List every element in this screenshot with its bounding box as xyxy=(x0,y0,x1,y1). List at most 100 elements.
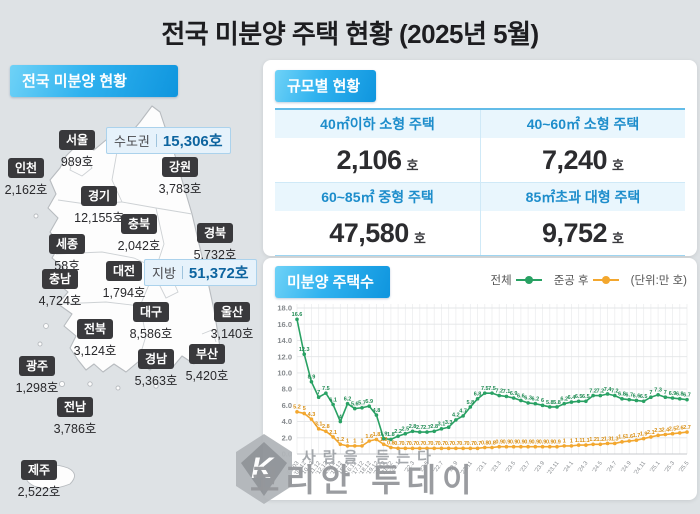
svg-text:3.1: 3.1 xyxy=(315,422,323,428)
size-table: 40㎡이하 소형 주택 2,106 호 40~60㎡ 소형 주택 7,240 호 6… xyxy=(275,108,685,256)
map-section: 전국 미분양 현황 수도권 15,3 xyxy=(0,0,262,514)
svg-text:2.5: 2.5 xyxy=(669,427,677,433)
svg-text:2.5: 2.5 xyxy=(402,427,410,433)
size-cell-value: 7,240 xyxy=(541,144,608,175)
svg-text:7.5: 7.5 xyxy=(481,386,489,392)
svg-text:6.8: 6.8 xyxy=(474,392,482,398)
svg-text:6.2: 6.2 xyxy=(532,397,540,403)
province-area-total: 지방 51,372호 xyxy=(144,259,257,286)
svg-text:'22.3: '22.3 xyxy=(404,461,416,474)
svg-text:0.8: 0.8 xyxy=(488,440,496,446)
svg-text:0.8: 0.8 xyxy=(387,440,395,446)
map-region-pin: 경북 5,732호 xyxy=(186,223,244,263)
svg-text:16.6: 16.6 xyxy=(292,312,303,318)
map-region-pin: 경기 12,155호 xyxy=(68,186,130,226)
svg-text:2.1: 2.1 xyxy=(329,430,337,436)
province-area-value: 51,372호 xyxy=(188,265,249,282)
svg-text:2.7: 2.7 xyxy=(416,425,424,431)
region-name-badge: 부산 xyxy=(188,344,226,364)
svg-text:2.8: 2.8 xyxy=(322,424,330,430)
legend-line-icon xyxy=(515,276,542,284)
svg-text:6: 6 xyxy=(541,398,544,404)
svg-text:'25.3: '25.3 xyxy=(664,461,676,474)
svg-text:6.6: 6.6 xyxy=(633,393,641,399)
map-region-pin: 대구 8,586호 xyxy=(120,302,182,342)
svg-text:0.8: 0.8 xyxy=(481,440,489,446)
svg-text:6.6: 6.6 xyxy=(517,393,525,399)
divider xyxy=(181,266,183,279)
svg-text:12.0: 12.0 xyxy=(277,352,292,361)
svg-text:0.7: 0.7 xyxy=(394,441,402,447)
svg-text:7.5: 7.5 xyxy=(488,386,496,392)
region-name-badge: 울산 xyxy=(213,302,251,322)
map-region-pin: 제주 2,522호 xyxy=(10,460,68,500)
svg-text:7.2: 7.2 xyxy=(495,388,503,394)
svg-text:6.5: 6.5 xyxy=(575,394,583,400)
svg-text:10.0: 10.0 xyxy=(277,368,292,377)
svg-text:'24.9: '24.9 xyxy=(620,461,632,474)
svg-text:'24.11: '24.11 xyxy=(633,461,647,477)
map-region-pin: 대전 1,794호 xyxy=(96,261,152,301)
map-region-pin: 충북 2,042호 xyxy=(110,214,168,254)
region-name-badge: 인천 xyxy=(7,158,45,178)
svg-text:'23.11: '23.11 xyxy=(546,461,560,477)
svg-text:6.8: 6.8 xyxy=(618,392,626,398)
svg-text:2.8: 2.8 xyxy=(409,424,417,430)
svg-text:'25.5: '25.5 xyxy=(678,461,690,474)
svg-text:0.7: 0.7 xyxy=(445,441,453,447)
region-name-badge: 전북 xyxy=(76,319,114,339)
svg-text:7: 7 xyxy=(649,390,652,396)
region-name-badge: 대전 xyxy=(105,261,143,281)
map-region-pin: 인천 2,162호 xyxy=(0,158,52,198)
region-value: 3,124호 xyxy=(73,344,117,358)
region-name-badge: 충북 xyxy=(120,214,158,234)
size-cell-unit: 호 xyxy=(612,157,625,173)
size-cell-label: 40㎡이하 소형 주택 xyxy=(275,110,480,138)
region-value: 5,420호 xyxy=(185,369,229,383)
map-region-pin: 세종 58호 xyxy=(44,234,90,274)
svg-text:7.4: 7.4 xyxy=(604,387,613,393)
svg-text:'24.7: '24.7 xyxy=(606,461,618,474)
svg-text:8.9: 8.9 xyxy=(308,375,316,381)
svg-text:1: 1 xyxy=(353,439,356,445)
svg-text:0.9: 0.9 xyxy=(495,440,503,446)
svg-text:6.8: 6.8 xyxy=(676,392,684,398)
svg-text:0.9: 0.9 xyxy=(503,440,511,446)
svg-text:'23.9: '23.9 xyxy=(534,461,546,474)
svg-text:1.6: 1.6 xyxy=(625,434,633,440)
svg-text:2.7: 2.7 xyxy=(683,425,691,431)
chart-legend: 전체 준공 후 (단위:만 호) xyxy=(491,272,687,288)
size-cell-small-under40: 40㎡이하 소형 주택 2,106 호 xyxy=(275,110,480,183)
svg-text:7: 7 xyxy=(664,390,667,396)
region-name-badge: 광주 xyxy=(18,356,56,376)
region-value: 8,586호 xyxy=(129,327,173,341)
capital-area-value: 15,306호 xyxy=(162,133,223,150)
legend-item-total: 전체 xyxy=(491,272,542,288)
svg-text:1: 1 xyxy=(360,439,363,445)
svg-text:'25.1: '25.1 xyxy=(649,461,661,474)
map-region-pin: 울산 3,140호 xyxy=(203,302,261,342)
svg-text:5.8: 5.8 xyxy=(546,400,554,406)
svg-text:5.6: 5.6 xyxy=(351,401,359,407)
legend-label: 준공 후 xyxy=(553,275,589,287)
svg-text:'23.1: '23.1 xyxy=(476,461,488,474)
svg-text:18.0: 18.0 xyxy=(277,304,292,313)
svg-text:6.5: 6.5 xyxy=(640,394,648,400)
size-cell-unit: 호 xyxy=(413,230,426,246)
svg-text:4.3: 4.3 xyxy=(308,412,316,418)
svg-text:7.2: 7.2 xyxy=(611,388,619,394)
unsold-count-chart-panel: 미분양 주택수 전체 준공 후 (단위:만 호) 0.0 2.0 4.0 6.0 8.0… xyxy=(263,258,697,500)
svg-text:2.2: 2.2 xyxy=(394,429,402,435)
size-cell-large-over85: 85㎡초과 대형 주택 9,752 호 xyxy=(480,183,685,255)
region-value: 5,363호 xyxy=(134,374,178,388)
svg-text:6.7: 6.7 xyxy=(683,392,691,398)
svg-text:1.7: 1.7 xyxy=(633,433,641,439)
svg-text:7: 7 xyxy=(317,390,320,396)
size-cell-value: 47,580 xyxy=(329,217,409,248)
svg-text:0.7: 0.7 xyxy=(423,441,431,447)
legend-label: 전체 xyxy=(490,275,512,287)
svg-text:'22.5: '22.5 xyxy=(418,461,430,474)
region-value: 12,155호 xyxy=(74,211,124,225)
size-status-panel: 규모별 현황 40㎡이하 소형 주택 2,106 호 40~60㎡ 소형 주택 7… xyxy=(263,60,697,256)
size-cell-label: 60~85㎡ 중형 주택 xyxy=(275,183,480,211)
